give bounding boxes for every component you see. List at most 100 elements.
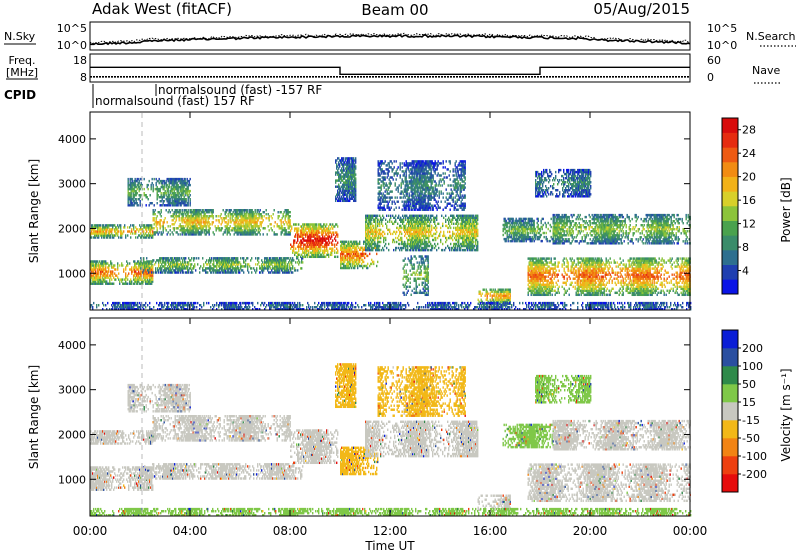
heatmap-cell <box>150 194 151 196</box>
heatmap-cell <box>357 251 358 253</box>
heatmap-cell <box>123 230 124 232</box>
heatmap-cell <box>213 259 214 261</box>
heatmap-cell <box>264 211 265 213</box>
heatmap-cell <box>251 267 252 269</box>
heatmap-cell <box>367 255 368 257</box>
heatmap-cell <box>301 267 302 269</box>
heatmap-cell <box>428 249 429 251</box>
heatmap-cell <box>130 236 131 238</box>
nave-tick-bottom: 0 <box>707 71 714 84</box>
heatmap-cell <box>386 225 387 227</box>
heatmap-cell <box>289 271 290 273</box>
heatmap-cell <box>131 283 132 285</box>
heatmap-cell <box>134 204 135 206</box>
heatmap-cell <box>260 209 261 211</box>
heatmap-cell <box>438 247 439 249</box>
heatmap-cell <box>170 204 171 206</box>
heatmap-cell <box>145 261 146 263</box>
heatmap-cell <box>225 231 226 233</box>
heatmap-cell <box>431 225 432 227</box>
heatmap-cell <box>369 265 370 267</box>
heatmap-cell <box>127 278 128 280</box>
heatmap-cell <box>131 266 132 268</box>
heatmap-cell <box>452 239 453 241</box>
heatmap-cell <box>449 231 450 233</box>
heatmap-cell <box>443 217 444 219</box>
heatmap-cell <box>388 215 389 217</box>
heatmap-cell <box>214 233 215 235</box>
heatmap-cell <box>148 184 149 186</box>
heatmap-cell <box>445 215 446 217</box>
heatmap-cell <box>152 202 153 204</box>
heatmap-cell <box>182 209 183 211</box>
heatmap-cell <box>390 233 391 235</box>
heatmap-cell <box>251 257 252 259</box>
cpid-strip: CPID normalsound (fast) -157 RF normalso… <box>4 83 322 108</box>
heatmap-cell <box>290 215 291 217</box>
heatmap-cell <box>270 271 271 273</box>
heatmap-cell <box>396 241 397 243</box>
heatmap-cell <box>382 225 383 227</box>
heatmap-cell <box>236 271 237 273</box>
heatmap-cell <box>266 217 267 219</box>
heatmap-cell <box>180 233 181 235</box>
heatmap-cell <box>386 247 387 249</box>
heatmap-cell <box>373 261 374 263</box>
heatmap-cell <box>193 259 194 261</box>
heatmap-cell <box>382 247 383 249</box>
heatmap-cell <box>143 257 144 259</box>
heatmap-cell <box>296 242 297 244</box>
heatmap-cell <box>436 249 437 251</box>
heatmap-cell <box>440 239 441 241</box>
heatmap-cell <box>213 271 214 273</box>
heatmap-cell <box>285 259 286 261</box>
heatmap-cell <box>149 204 150 206</box>
heatmap-cell <box>155 267 156 269</box>
heatmap-cell <box>292 257 293 259</box>
heatmap-cell <box>170 233 171 235</box>
heatmap-cell <box>131 228 132 230</box>
heatmap-cell <box>376 265 377 267</box>
heatmap-cell <box>353 157 354 159</box>
heatmap-cell <box>435 237 436 239</box>
heatmap-cell <box>239 271 240 273</box>
cpid-label: CPID <box>4 88 36 102</box>
heatmap-cell <box>367 267 368 269</box>
date-title: 05/Aug/2015 <box>593 0 690 18</box>
heatmap-cell <box>166 229 167 231</box>
heatmap-cell <box>445 247 446 249</box>
heatmap-cell <box>202 231 203 233</box>
heatmap-cell <box>381 249 382 251</box>
heatmap-cell <box>355 173 356 175</box>
heatmap-cell <box>438 223 439 225</box>
heatmap-cell <box>213 209 214 211</box>
heatmap-cell <box>281 257 282 259</box>
heatmap-cell <box>396 247 397 249</box>
heatmap-cell <box>221 213 222 215</box>
heatmap-cell <box>288 257 289 259</box>
heatmap-cell <box>444 235 445 237</box>
heatmap-cell <box>144 178 145 180</box>
heatmap-cell <box>440 227 441 229</box>
heatmap-cell <box>436 227 437 229</box>
heatmap-cell <box>355 157 356 159</box>
heatmap-cell <box>451 249 452 251</box>
heatmap-cell <box>167 221 168 223</box>
heatmap-cell <box>279 215 280 217</box>
heatmap-cell <box>326 223 327 225</box>
heatmap-cell <box>274 209 275 211</box>
heatmap-cell <box>114 264 115 266</box>
heatmap-cell <box>181 257 182 259</box>
heatmap-cell <box>140 204 141 206</box>
heatmap-cell <box>172 257 173 259</box>
heatmap-cell <box>137 283 138 285</box>
heatmap-cell <box>297 269 298 271</box>
freq-label-bottom: [MHz] <box>6 66 38 79</box>
heatmap-cell <box>278 211 279 213</box>
nave-label: Nave <box>752 64 780 77</box>
heatmap-cell <box>203 263 204 265</box>
heatmap-cell <box>425 249 426 251</box>
heatmap-cell <box>247 257 248 259</box>
heatmap-cell <box>292 265 293 267</box>
